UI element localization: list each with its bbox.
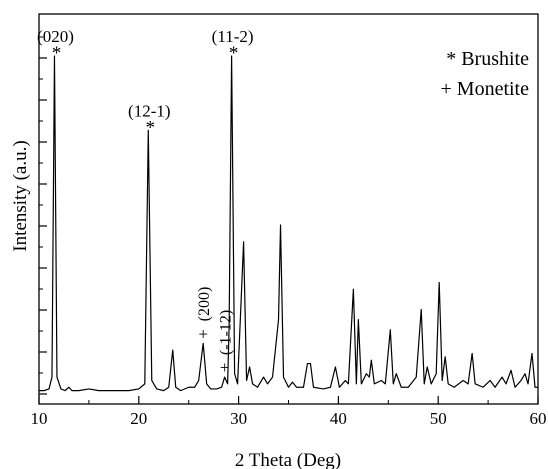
xrd-pattern-line <box>39 55 538 392</box>
peak-marker: * <box>229 43 239 64</box>
peak-annotations: *(020)*(12-1)*(11-2)+(200)+(-1-12) <box>37 27 253 377</box>
peak-label: (020) <box>37 27 74 46</box>
series-group <box>39 55 538 392</box>
plot-frame <box>38 13 539 405</box>
peak-label: (200) <box>196 287 213 322</box>
x-tick-label: 10 <box>31 409 48 428</box>
legend-monetite: + Monetite <box>441 78 530 100</box>
legend-brushite: * Brushite <box>446 48 529 70</box>
peak-label: (-1-12) <box>218 310 235 355</box>
peak-marker: + <box>198 324 208 343</box>
peak-marker: * <box>146 117 156 138</box>
peak-label: (11-2) <box>212 27 254 46</box>
x-axis-label: 2 Theta (Deg) <box>235 450 341 469</box>
peak-label: (12-1) <box>128 101 170 120</box>
peak-marker: * <box>52 43 62 64</box>
x-axis-ticks: 10 20 30 40 50 60 <box>31 396 547 428</box>
y-axis-label: Intensity (a.u.) <box>10 140 31 251</box>
x-tick-label: 40 <box>330 409 347 428</box>
x-tick-label: 30 <box>230 409 247 428</box>
x-tick-label: 20 <box>130 409 147 428</box>
x-tick-label: 50 <box>430 409 447 428</box>
y-axis-ticks <box>39 36 47 395</box>
peak-marker: + <box>220 358 230 377</box>
x-tick-label: 60 <box>530 409 547 428</box>
